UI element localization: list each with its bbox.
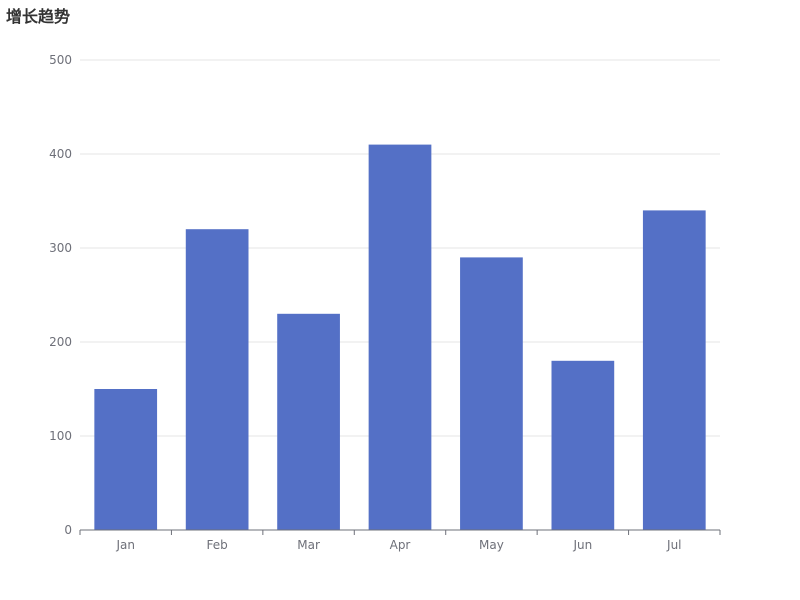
- x-tick-label-jun: Jun: [572, 538, 592, 552]
- axes: [79, 529, 721, 535]
- y-tick-label-0: 0: [64, 523, 72, 537]
- bar-jan: [94, 389, 158, 530]
- x-tick-label-jul: Jul: [666, 538, 681, 552]
- bar-feb: [185, 229, 249, 530]
- x-tick-label-feb: Feb: [207, 538, 228, 552]
- x-tick-label-may: May: [479, 538, 504, 552]
- y-tick-label-300: 300: [49, 241, 72, 255]
- chart-title: 增长趋势: [6, 7, 71, 26]
- bar-may: [460, 257, 523, 530]
- x-tick-label-apr: Apr: [390, 538, 411, 552]
- bars: [94, 144, 706, 530]
- bar-jul: [642, 210, 706, 530]
- bar-mar: [277, 313, 340, 530]
- y-tick-label-400: 400: [49, 147, 72, 161]
- tick-labels: 0 100 200 300 400 500 Jan Feb Mar Apr May Jun Jul: [49, 53, 681, 552]
- bar-apr: [368, 144, 432, 530]
- y-tick-label-200: 200: [49, 335, 72, 349]
- y-tick-label-100: 100: [49, 429, 72, 443]
- y-tick-label-500: 500: [49, 53, 72, 67]
- bar-jun: [551, 360, 615, 530]
- x-tick-label-jan: Jan: [115, 538, 135, 552]
- x-tick-label-mar: Mar: [297, 538, 320, 552]
